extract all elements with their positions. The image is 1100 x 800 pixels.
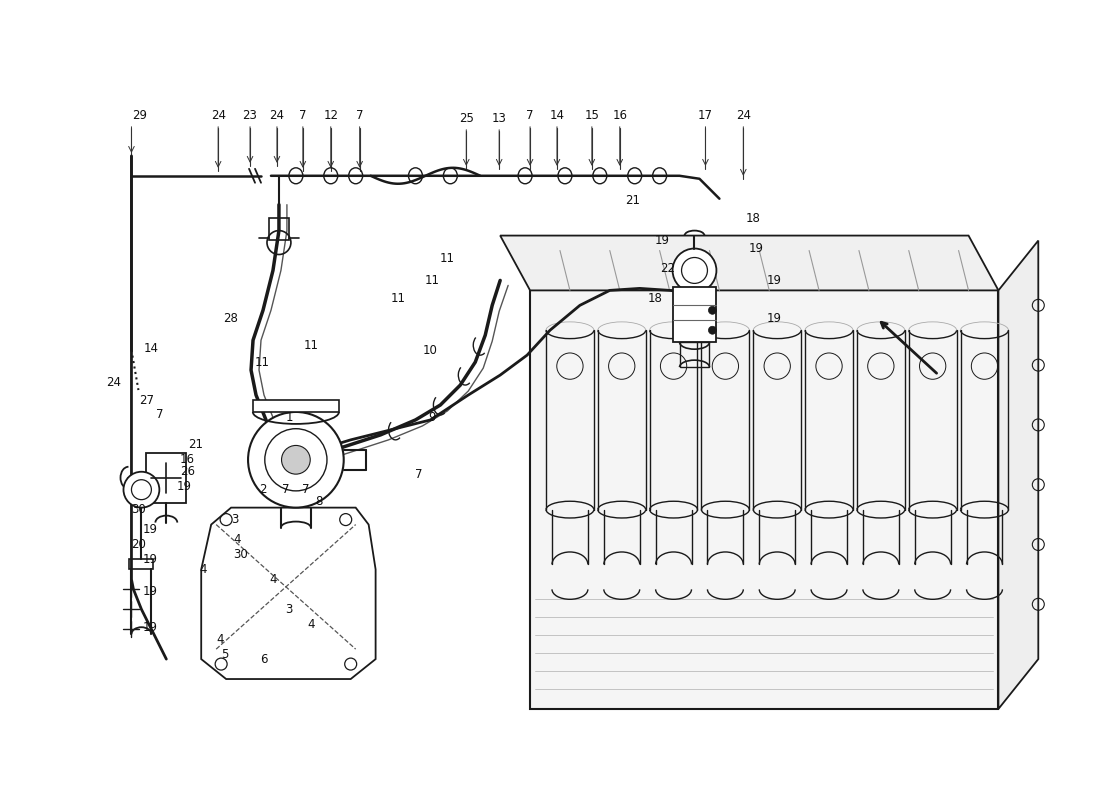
Text: 8: 8 (315, 495, 322, 508)
Text: 6: 6 (261, 653, 267, 666)
Text: 19: 19 (177, 480, 191, 493)
Text: 4: 4 (217, 633, 224, 646)
Text: 14: 14 (144, 342, 158, 354)
Text: 18: 18 (647, 292, 662, 305)
Circle shape (708, 326, 716, 334)
Text: 24: 24 (736, 110, 751, 122)
Text: 27: 27 (139, 394, 154, 406)
Polygon shape (999, 241, 1038, 709)
Text: 9: 9 (429, 411, 437, 425)
Text: 11: 11 (390, 292, 406, 305)
Bar (253, 400, 339, 412)
Text: 24: 24 (211, 110, 226, 122)
Text: 2: 2 (260, 483, 267, 496)
Text: 16: 16 (613, 110, 627, 122)
Text: 19: 19 (143, 523, 158, 536)
Text: 18: 18 (746, 212, 761, 225)
Text: a passion for
parts since 1985: a passion for parts since 1985 (658, 377, 921, 602)
Circle shape (249, 412, 343, 508)
Text: 3: 3 (285, 602, 293, 616)
Text: 7: 7 (283, 483, 289, 496)
Circle shape (123, 472, 160, 508)
Circle shape (708, 306, 716, 314)
Text: 11: 11 (304, 338, 318, 352)
Text: 19: 19 (143, 553, 158, 566)
Text: 19: 19 (767, 312, 782, 325)
Bar (130, 559, 153, 570)
Text: 16: 16 (179, 454, 195, 466)
Text: 24: 24 (106, 375, 121, 389)
Text: 1: 1 (286, 411, 294, 425)
Text: 28: 28 (222, 312, 238, 325)
Text: 30: 30 (131, 503, 146, 516)
Text: 10: 10 (424, 344, 438, 357)
Text: 19: 19 (143, 585, 158, 598)
Text: 11: 11 (254, 356, 270, 369)
Bar (530, 290, 999, 709)
Text: 17: 17 (698, 110, 713, 122)
Text: 11: 11 (425, 274, 440, 287)
Text: 11: 11 (440, 252, 455, 265)
Text: 7: 7 (299, 110, 307, 122)
Text: 23: 23 (243, 110, 257, 122)
Text: 30: 30 (233, 548, 248, 561)
Text: 7: 7 (415, 468, 422, 482)
Text: 13: 13 (492, 113, 507, 126)
Text: 7: 7 (526, 110, 534, 122)
Text: 7: 7 (302, 483, 309, 496)
Text: 14: 14 (550, 110, 564, 122)
Text: 4: 4 (270, 573, 277, 586)
Text: 21: 21 (625, 194, 640, 207)
Text: 25: 25 (459, 113, 474, 126)
Text: 7: 7 (356, 110, 363, 122)
Text: 5: 5 (221, 648, 229, 661)
Text: 21: 21 (188, 438, 202, 451)
Text: 15: 15 (584, 110, 600, 122)
Text: 19: 19 (767, 274, 782, 287)
Bar (270, 218, 289, 239)
Text: 19: 19 (749, 242, 763, 255)
Text: 7: 7 (155, 409, 163, 422)
Text: 4: 4 (307, 618, 315, 630)
Text: 29: 29 (132, 110, 147, 122)
Circle shape (282, 446, 310, 474)
Bar (680, 342, 710, 367)
Circle shape (672, 249, 716, 292)
Text: 22: 22 (660, 262, 675, 275)
Text: 26: 26 (179, 466, 195, 478)
Polygon shape (500, 235, 999, 290)
Text: 4: 4 (199, 563, 207, 576)
Text: 19: 19 (656, 234, 670, 247)
Text: 20: 20 (131, 538, 146, 551)
Bar (672, 287, 716, 342)
Text: 12: 12 (323, 110, 339, 122)
Text: etcparts: etcparts (646, 222, 992, 518)
Text: 19: 19 (143, 621, 158, 634)
Bar (146, 453, 186, 502)
Text: 4: 4 (233, 533, 241, 546)
Text: 24: 24 (270, 110, 285, 122)
Text: 3: 3 (231, 513, 239, 526)
